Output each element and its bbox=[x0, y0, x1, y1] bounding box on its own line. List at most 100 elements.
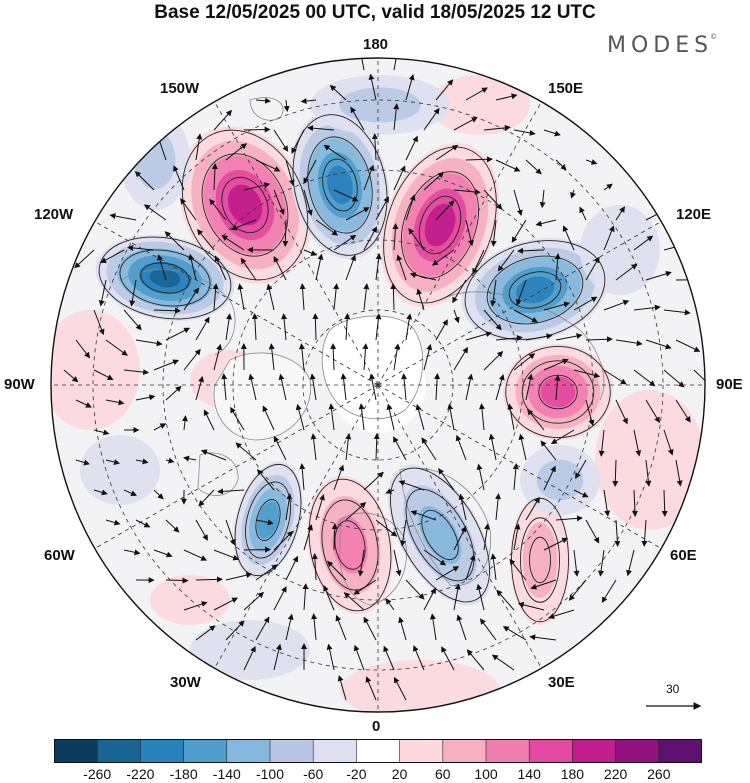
wind-vector bbox=[311, 553, 318, 581]
wind-vector bbox=[393, 549, 402, 577]
wind-vector bbox=[543, 537, 569, 551]
anomaly-shade bbox=[424, 203, 456, 247]
wind-vector bbox=[554, 253, 561, 281]
wind-vector bbox=[135, 339, 163, 347]
wind-vector bbox=[213, 109, 233, 131]
wind-vector bbox=[307, 125, 335, 132]
wind-vector bbox=[243, 126, 271, 133]
wind-vector bbox=[479, 618, 497, 641]
wind-vector bbox=[393, 58, 399, 71]
wind-vector bbox=[661, 489, 668, 517]
wind-vector bbox=[548, 609, 575, 620]
wind-vector bbox=[273, 189, 285, 216]
wind-vector bbox=[390, 283, 397, 311]
wind-vector bbox=[408, 227, 425, 251]
wind-vector bbox=[221, 235, 245, 251]
wind-vector bbox=[495, 93, 518, 101]
wind-vector bbox=[345, 502, 367, 521]
anomaly-shade bbox=[80, 435, 160, 505]
wind-vector bbox=[438, 468, 455, 491]
wind-vector bbox=[393, 343, 401, 371]
contour-line bbox=[405, 488, 475, 582]
wind-vector bbox=[303, 249, 318, 256]
meridian-label-30w: 30W bbox=[170, 674, 201, 691]
wind-vector bbox=[405, 313, 413, 341]
contour-line bbox=[255, 499, 281, 541]
anomaly-shade bbox=[150, 575, 230, 625]
wind-vector bbox=[353, 644, 365, 671]
wind-vector bbox=[330, 343, 337, 371]
wind-vector bbox=[273, 435, 287, 461]
wind-vector bbox=[93, 309, 105, 336]
wind-vector bbox=[396, 254, 407, 281]
wind-vector bbox=[315, 219, 339, 236]
wind-vector bbox=[298, 343, 305, 371]
wind-vector bbox=[345, 433, 352, 461]
wind-vector bbox=[509, 558, 527, 581]
contour-line bbox=[418, 195, 462, 255]
wind-vector bbox=[573, 489, 589, 498]
contour-line bbox=[221, 176, 269, 234]
wind-vector bbox=[405, 73, 415, 101]
wind-vector bbox=[663, 429, 674, 456]
wind-vector bbox=[180, 198, 197, 221]
colorbar-tick-label: 220 bbox=[603, 766, 628, 782]
anomaly-shade bbox=[595, 390, 705, 530]
wind-vector bbox=[495, 159, 521, 172]
wind-vector bbox=[527, 408, 545, 431]
wind-vector bbox=[255, 616, 270, 641]
wind-vector bbox=[421, 437, 437, 461]
wind-vector bbox=[358, 403, 365, 431]
wind-vector bbox=[447, 403, 455, 431]
wind-vector bbox=[398, 480, 425, 491]
colorbar-tick-label: 100 bbox=[474, 766, 498, 782]
wind-vector bbox=[601, 579, 617, 603]
colorbar-swatch bbox=[140, 739, 185, 763]
wind-vector bbox=[555, 159, 567, 171]
meridian-line bbox=[377, 384, 542, 669]
wind-vector bbox=[675, 459, 683, 487]
wind-vector bbox=[375, 253, 382, 281]
wind-vector bbox=[513, 353, 536, 371]
wind-vector bbox=[198, 489, 215, 507]
wind-vector bbox=[157, 254, 167, 281]
wind-vector bbox=[423, 107, 440, 131]
wind-vector bbox=[633, 304, 661, 311]
wind-vector bbox=[517, 601, 545, 611]
wind-vector bbox=[465, 331, 492, 341]
colorbar-swatch bbox=[96, 739, 142, 763]
colorbar-tick-label: -100 bbox=[255, 766, 285, 782]
wind-vector bbox=[466, 649, 485, 671]
wind-vector bbox=[333, 464, 345, 491]
wind-vector bbox=[371, 133, 378, 161]
meridian-label-120w: 120W bbox=[34, 206, 74, 223]
colorbar-swatch bbox=[485, 739, 531, 763]
wind-vector bbox=[502, 626, 527, 641]
wind-vector bbox=[358, 58, 365, 71]
meridian-label-60e: 60E bbox=[670, 547, 697, 564]
wind-vector bbox=[362, 343, 369, 371]
colorbar-tick-label: -260 bbox=[83, 766, 112, 782]
contour-line bbox=[181, 129, 309, 281]
wind-vector bbox=[603, 299, 630, 311]
wind-vector bbox=[109, 213, 137, 221]
wind-vector bbox=[225, 519, 236, 546]
wind-vector bbox=[181, 415, 188, 431]
wind-vector bbox=[497, 249, 515, 272]
wind-vector bbox=[183, 287, 199, 311]
wind-vector bbox=[299, 463, 306, 491]
wind-vector bbox=[100, 249, 125, 264]
wind-vector bbox=[615, 206, 625, 221]
contour-line bbox=[421, 509, 459, 561]
wind-vector bbox=[435, 144, 459, 161]
wind-vector bbox=[603, 489, 611, 517]
wind-vector bbox=[75, 459, 90, 466]
parallel-line bbox=[162, 169, 594, 601]
wind-vector bbox=[603, 183, 613, 191]
wind-vector bbox=[183, 549, 208, 561]
wind-vector bbox=[455, 434, 467, 461]
wind-vector bbox=[615, 399, 628, 425]
wind-vector bbox=[423, 587, 436, 611]
anomaly-shade bbox=[515, 276, 555, 304]
contour-line bbox=[401, 171, 479, 279]
